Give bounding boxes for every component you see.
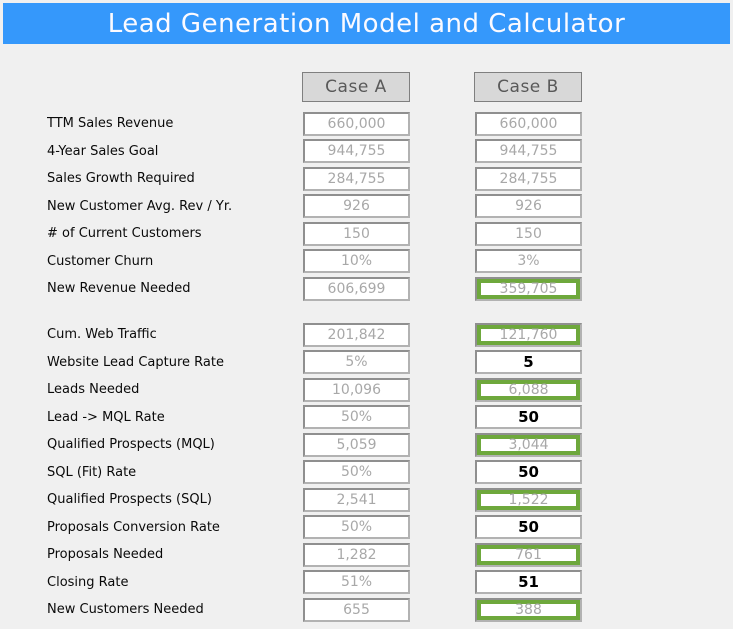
row-lead-mql-rate: Lead -> MQL Rate 50% 50 xyxy=(0,404,733,432)
case-a-field[interactable]: 201,842 xyxy=(303,322,410,347)
row-label: SQL (Fit) Rate xyxy=(47,464,137,480)
case-b-field[interactable]: 761 xyxy=(475,542,582,567)
case-b-field[interactable]: 926 xyxy=(475,194,582,219)
column-gap xyxy=(410,334,475,335)
column-gap xyxy=(410,417,475,418)
row-website-lead-capture-rate: Website Lead Capture Rate 5% 5 xyxy=(0,349,733,377)
row-cum-web-traffic: Cum. Web Traffic 201,842 121,760 xyxy=(0,321,733,349)
case-a-field[interactable]: 5% xyxy=(303,350,410,375)
case-a-field[interactable]: 655 xyxy=(303,597,410,622)
case-a-field[interactable]: 5,059 xyxy=(303,432,410,457)
case-a-field[interactable]: 51% xyxy=(303,570,410,595)
case-a-field[interactable]: 606,699 xyxy=(303,276,410,301)
case-b-field[interactable]: 51 xyxy=(475,570,582,595)
row-label: Qualified Prospects (MQL) xyxy=(47,437,215,453)
case-b-field[interactable]: 50 xyxy=(475,515,582,540)
case-a-field[interactable]: 1,282 xyxy=(303,542,410,567)
row-closing-rate: Closing Rate 51% 51 xyxy=(0,569,733,597)
row-label: New Customers Needed xyxy=(47,602,204,618)
column-gap xyxy=(410,261,475,262)
row-qualified-prospects-sql: Qualified Prospects (SQL) 2,541 1,522 xyxy=(0,486,733,514)
row-label: Customer Churn xyxy=(47,253,154,269)
case-a-field[interactable]: 50% xyxy=(303,460,410,485)
case-b-field[interactable]: 388 xyxy=(475,597,582,622)
row-current-customers: # of Current Customers 150 150 xyxy=(0,220,733,248)
row-new-revenue-needed: New Revenue Needed 606,699 359,705 xyxy=(0,275,733,303)
page-title: Lead Generation Model and Calculator xyxy=(107,8,626,39)
row-label: Cum. Web Traffic xyxy=(47,327,157,343)
case-b-field[interactable]: 50 xyxy=(475,460,582,485)
column-gap xyxy=(410,472,475,473)
column-gap xyxy=(410,389,475,390)
column-gap xyxy=(410,527,475,528)
case-b-field[interactable]: 944,755 xyxy=(475,139,582,164)
row-label: Sales Growth Required xyxy=(47,171,195,187)
column-gap xyxy=(410,288,475,289)
row-new-customer-avg-rev: New Customer Avg. Rev / Yr. 926 926 xyxy=(0,193,733,221)
case-b-field[interactable]: 3,044 xyxy=(475,432,582,457)
row-proposals-conversion-rate: Proposals Conversion Rate 50% 50 xyxy=(0,514,733,542)
column-gap xyxy=(410,206,475,207)
case-a-field[interactable]: 10% xyxy=(303,249,410,274)
case-a-button[interactable]: Case A xyxy=(302,72,410,102)
row-proposals-needed: Proposals Needed 1,282 761 xyxy=(0,541,733,569)
section-funnel-model: Cum. Web Traffic 201,842 121,760 Website… xyxy=(0,321,733,624)
case-b-field[interactable]: 6,088 xyxy=(475,377,582,402)
row-customer-churn: Customer Churn 10% 3% xyxy=(0,248,733,276)
row-4-year-sales-goal: 4-Year Sales Goal 944,755 944,755 xyxy=(0,138,733,166)
row-label: TTM Sales Revenue xyxy=(47,116,174,132)
case-b-field[interactable]: 3% xyxy=(475,249,582,274)
row-label: New Customer Avg. Rev / Yr. xyxy=(47,198,233,214)
column-gap xyxy=(410,554,475,555)
row-label: Proposals Conversion Rate xyxy=(47,519,220,535)
row-ttm-sales-revenue: TTM Sales Revenue 660,000 660,000 xyxy=(0,110,733,138)
column-gap xyxy=(410,362,475,363)
row-label: 4-Year Sales Goal xyxy=(47,143,159,159)
column-gap xyxy=(410,178,475,179)
column-gap xyxy=(410,151,475,152)
case-b-field[interactable]: 359,705 xyxy=(475,276,582,301)
row-leads-needed: Leads Needed 10,096 6,088 xyxy=(0,376,733,404)
case-b-field[interactable]: 284,755 xyxy=(475,166,582,191)
row-qualified-prospects-mql: Qualified Prospects (MQL) 5,059 3,044 xyxy=(0,431,733,459)
case-b-field[interactable]: 121,760 xyxy=(475,322,582,347)
case-a-field[interactable]: 10,096 xyxy=(303,377,410,402)
case-a-field[interactable]: 150 xyxy=(303,221,410,246)
row-label: Leads Needed xyxy=(47,382,140,398)
case-b-button[interactable]: Case B xyxy=(474,72,582,102)
row-label: Proposals Needed xyxy=(47,547,164,563)
column-gap xyxy=(410,444,475,445)
column-gap xyxy=(410,582,475,583)
row-label: Closing Rate xyxy=(47,574,129,590)
row-label: Qualified Prospects (SQL) xyxy=(47,492,212,508)
case-a-field[interactable]: 2,541 xyxy=(303,487,410,512)
row-label: Website Lead Capture Rate xyxy=(47,354,224,370)
case-a-field[interactable]: 50% xyxy=(303,405,410,430)
case-b-field[interactable]: 1,522 xyxy=(475,487,582,512)
row-sql-fit-rate: SQL (Fit) Rate 50% 50 xyxy=(0,459,733,487)
case-b-field[interactable]: 50 xyxy=(475,405,582,430)
column-gap xyxy=(410,123,475,124)
case-a-field[interactable]: 660,000 xyxy=(303,111,410,136)
column-gap xyxy=(410,233,475,234)
section-revenue-model: TTM Sales Revenue 660,000 660,000 4-Year… xyxy=(0,110,733,303)
case-a-field[interactable]: 50% xyxy=(303,515,410,540)
case-a-field[interactable]: 944,755 xyxy=(303,139,410,164)
case-a-field[interactable]: 284,755 xyxy=(303,166,410,191)
column-gap xyxy=(410,499,475,500)
row-sales-growth-required: Sales Growth Required 284,755 284,755 xyxy=(0,165,733,193)
title-banner: Lead Generation Model and Calculator xyxy=(3,3,730,44)
column-gap xyxy=(410,609,475,610)
case-b-field[interactable]: 660,000 xyxy=(475,111,582,136)
row-label: New Revenue Needed xyxy=(47,281,191,297)
row-new-customers-needed: New Customers Needed 655 388 xyxy=(0,596,733,624)
case-a-field[interactable]: 926 xyxy=(303,194,410,219)
case-b-field[interactable]: 5 xyxy=(475,350,582,375)
row-label: # of Current Customers xyxy=(47,226,202,242)
row-label: Lead -> MQL Rate xyxy=(47,409,165,425)
case-b-field[interactable]: 150 xyxy=(475,221,582,246)
